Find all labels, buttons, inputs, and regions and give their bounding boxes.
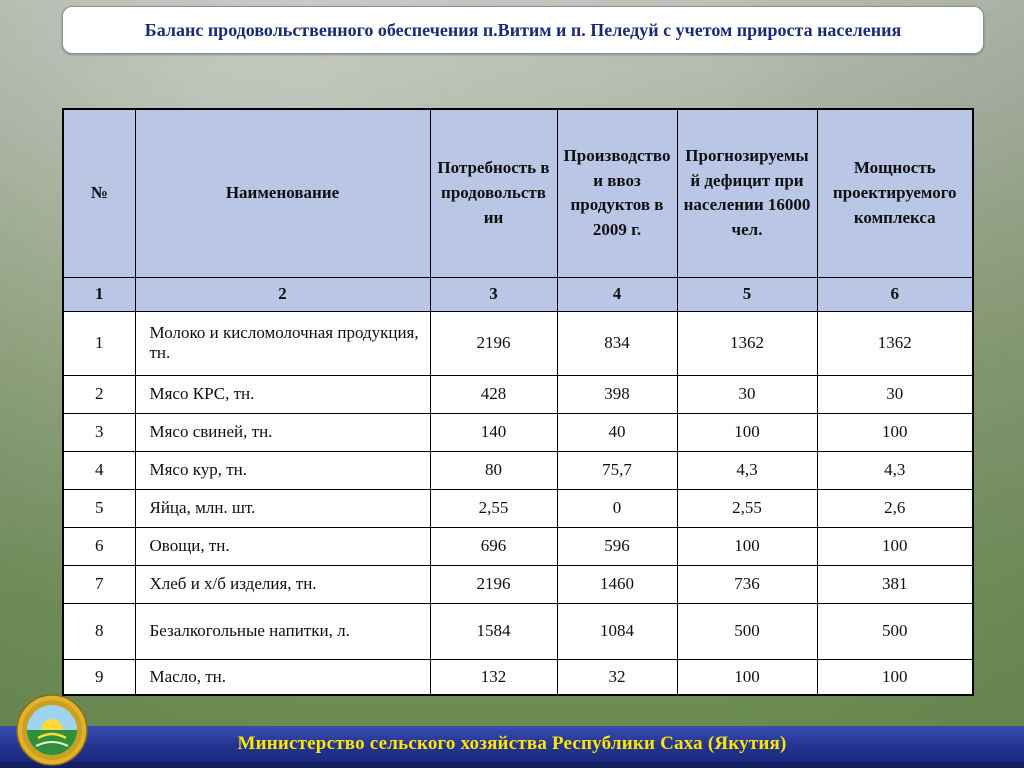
row-number-cell: 4 — [62, 450, 136, 490]
table-row: 9 Масло, тн. 132 32 100 100 — [62, 658, 974, 696]
column-number-cell: 1 — [62, 276, 136, 312]
table-head: № Наименование Потребность в продовольст… — [62, 108, 974, 312]
value-cell: 1084 — [556, 602, 678, 660]
row-number-cell: 8 — [62, 602, 136, 660]
item-name-cell: Масло, тн. — [134, 658, 431, 696]
value-cell: 2196 — [429, 564, 558, 604]
value-cell: 132 — [429, 658, 558, 696]
item-name-cell: Мясо КРС, тн. — [134, 374, 431, 414]
table-body: 1 Молоко и кисломолочная продукция, тн. 21… — [62, 310, 974, 696]
value-cell: 1362 — [816, 310, 974, 376]
value-cell: 1362 — [676, 310, 818, 376]
item-name-cell: Мясо кур, тн. — [134, 450, 431, 490]
value-cell: 140 — [429, 412, 558, 452]
value-cell: 0 — [556, 488, 678, 528]
value-cell: 40 — [556, 412, 678, 452]
header-cell-name: Наименование — [134, 108, 431, 278]
value-cell: 75,7 — [556, 450, 678, 490]
item-name-cell: Хлеб и х/б изделия, тн. — [134, 564, 431, 604]
column-number-cell: 2 — [134, 276, 431, 312]
item-name-cell: Молоко и кисломолочная продукция, тн. — [134, 310, 431, 376]
title-box: Баланс продовольственного обеспечения п.… — [62, 6, 984, 54]
table-row: 3 Мясо свиней, тн. 140 40 100 100 — [62, 412, 974, 452]
table-row: 8 Безалкогольные напитки, л. 1584 1084 500 50… — [62, 602, 974, 660]
row-number-cell: 7 — [62, 564, 136, 604]
table-row: 6 Овощи, тн. 696 596 100 100 — [62, 526, 974, 566]
slide-title: Баланс продовольственного обеспечения п.… — [144, 19, 902, 40]
footer-text: Министерство сельского хозяйства Республ… — [237, 733, 787, 754]
footer-bar: Министерство сельского хозяйства Республ… — [0, 726, 1024, 762]
row-number-cell: 1 — [62, 310, 136, 376]
table-row: 7 Хлеб и х/б изделия, тн. 2196 1460 736 381 — [62, 564, 974, 604]
column-number-cell: 5 — [676, 276, 818, 312]
value-cell: 2196 — [429, 310, 558, 376]
item-name-cell: Яйца, млн. шт. — [134, 488, 431, 528]
value-cell: 30 — [676, 374, 818, 414]
footer-strip — [0, 762, 1024, 768]
table-row: 5 Яйца, млн. шт. 2,55 0 2,55 2,6 — [62, 488, 974, 528]
value-cell: 4,3 — [676, 450, 818, 490]
column-number-cell: 3 — [429, 276, 558, 312]
table-row: 2 Мясо КРС, тн. 428 398 30 30 — [62, 374, 974, 414]
value-cell: 381 — [816, 564, 974, 604]
row-number-cell: 9 — [62, 658, 136, 696]
value-cell: 32 — [556, 658, 678, 696]
item-name-cell: Овощи, тн. — [134, 526, 431, 566]
table-row: 1 Молоко и кисломолочная продукция, тн. 21… — [62, 310, 974, 376]
header-row: № Наименование Потребность в продовольст… — [62, 108, 974, 278]
column-number-cell: 6 — [816, 276, 974, 312]
value-cell: 1460 — [556, 564, 678, 604]
value-cell: 2,55 — [676, 488, 818, 528]
row-number-cell: 3 — [62, 412, 136, 452]
value-cell: 1584 — [429, 602, 558, 660]
value-cell: 30 — [816, 374, 974, 414]
value-cell: 100 — [676, 526, 818, 566]
header-cell-demand: Потребность в продовольствии — [429, 108, 558, 278]
column-number-cell: 4 — [556, 276, 678, 312]
table-row: 4 Мясо кур, тн. 80 75,7 4,3 4,3 — [62, 450, 974, 490]
value-cell: 428 — [429, 374, 558, 414]
value-cell: 100 — [676, 658, 818, 696]
row-number-cell: 6 — [62, 526, 136, 566]
value-cell: 100 — [816, 526, 974, 566]
header-cell-number: № — [62, 108, 136, 278]
value-cell: 100 — [816, 658, 974, 696]
value-cell: 696 — [429, 526, 558, 566]
header-cell-deficit: Прогнозируемый дефицит при населении 160… — [676, 108, 818, 278]
value-cell: 100 — [816, 412, 974, 452]
header-cell-capacity: Мощность проектируемого комплекса — [816, 108, 974, 278]
value-cell: 100 — [676, 412, 818, 452]
value-cell: 596 — [556, 526, 678, 566]
value-cell: 500 — [816, 602, 974, 660]
row-number-cell: 2 — [62, 374, 136, 414]
column-number-row: 1 2 3 4 5 6 — [62, 276, 974, 312]
value-cell: 834 — [556, 310, 678, 376]
value-cell: 4,3 — [816, 450, 974, 490]
item-name-cell: Безалкогольные напитки, л. — [134, 602, 431, 660]
value-cell: 2,6 — [816, 488, 974, 528]
row-number-cell: 5 — [62, 488, 136, 528]
value-cell: 500 — [676, 602, 818, 660]
header-cell-production: Производство и ввоз продуктов в 2009 г. — [556, 108, 678, 278]
ministry-logo-icon — [16, 694, 88, 766]
item-name-cell: Мясо свиней, тн. — [134, 412, 431, 452]
value-cell: 80 — [429, 450, 558, 490]
food-balance-table: № Наименование Потребность в продовольст… — [62, 108, 974, 696]
value-cell: 398 — [556, 374, 678, 414]
value-cell: 736 — [676, 564, 818, 604]
value-cell: 2,55 — [429, 488, 558, 528]
